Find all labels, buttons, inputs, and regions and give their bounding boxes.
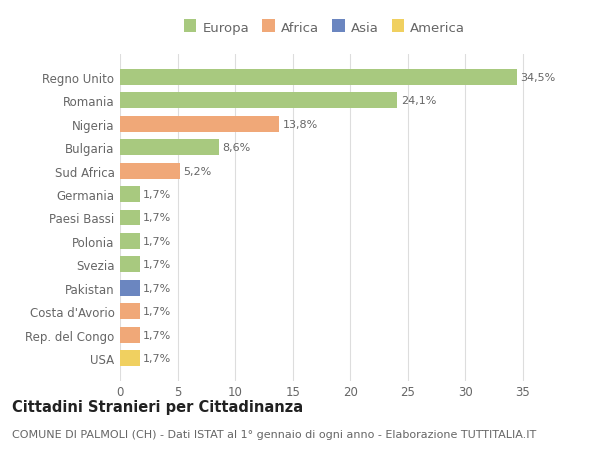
Text: 5,2%: 5,2% [184,166,212,176]
Bar [120,234,140,249]
Bar [120,117,279,133]
Bar [120,163,180,179]
Text: 1,7%: 1,7% [143,283,171,293]
Bar [120,210,140,226]
Bar [120,187,140,202]
Bar [120,140,219,156]
Text: 1,7%: 1,7% [143,307,171,316]
Text: 8,6%: 8,6% [223,143,251,153]
Text: 1,7%: 1,7% [143,236,171,246]
Bar [120,93,397,109]
Text: Cittadini Stranieri per Cittadinanza: Cittadini Stranieri per Cittadinanza [12,399,303,414]
Bar [120,70,517,86]
Text: 24,1%: 24,1% [401,96,436,106]
Legend: Europa, Africa, Asia, America: Europa, Africa, Asia, America [181,19,468,38]
Bar [120,303,140,319]
Bar [120,350,140,366]
Bar [120,257,140,273]
Text: 1,7%: 1,7% [143,353,171,363]
Text: 1,7%: 1,7% [143,330,171,340]
Text: 1,7%: 1,7% [143,260,171,270]
Text: 1,7%: 1,7% [143,213,171,223]
Bar [120,327,140,343]
Bar [120,280,140,296]
Text: 1,7%: 1,7% [143,190,171,200]
Text: 34,5%: 34,5% [521,73,556,83]
Text: COMUNE DI PALMOLI (CH) - Dati ISTAT al 1° gennaio di ogni anno - Elaborazione TU: COMUNE DI PALMOLI (CH) - Dati ISTAT al 1… [12,429,536,439]
Text: 13,8%: 13,8% [283,120,317,129]
